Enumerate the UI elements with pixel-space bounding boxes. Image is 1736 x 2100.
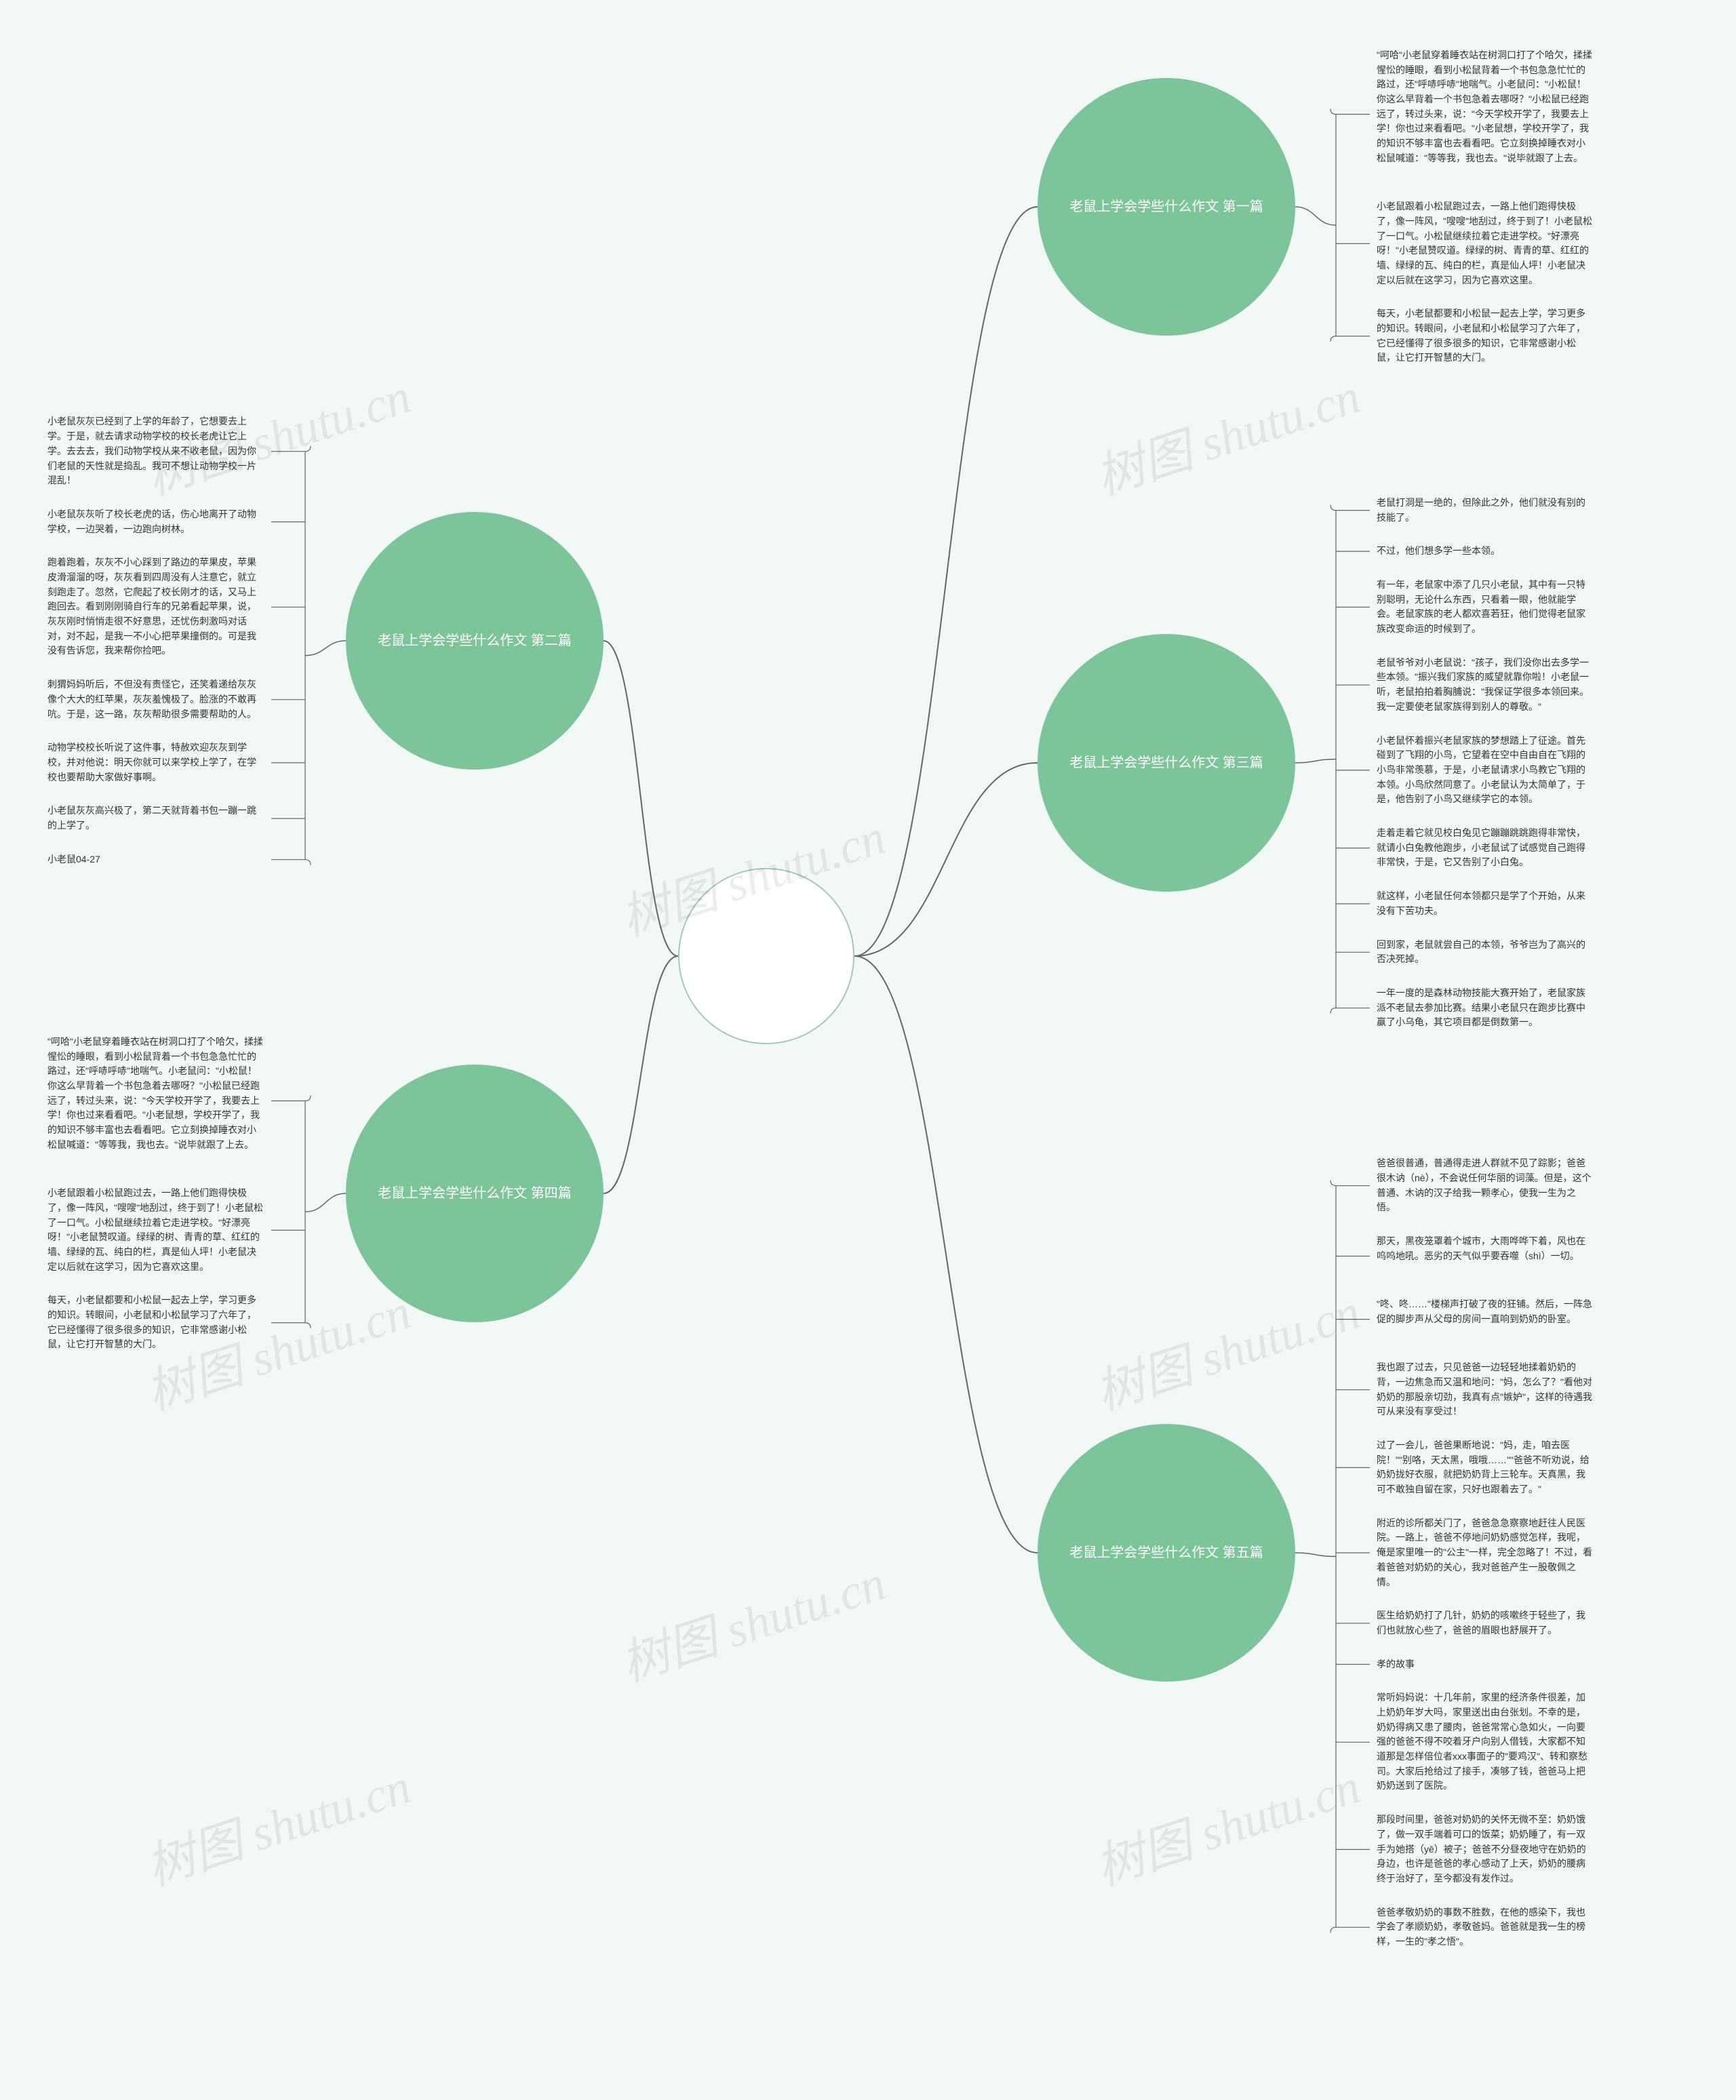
leaf-text: 小老鼠跟着小松鼠跑过去，一路上他们跑得快极了，像一阵风，"嗖嗖"地刮过，终于到了… bbox=[47, 1186, 264, 1274]
leaf-text: 不过，他们想多学一些本领。 bbox=[1377, 544, 1594, 559]
leaf-text: 老鼠打洞是一绝的，但除此之外，他们就没有别的技能了。 bbox=[1377, 496, 1594, 525]
leaf-text: 小老鼠怀着振兴老鼠家族的梦想踏上了征途。首先碰到了飞翔的小鸟，它望着在空中自由自… bbox=[1377, 734, 1594, 807]
leaf-text: 每天，小老鼠都要和小松鼠一起去上学，学习更多的知识。转眼间，小老鼠和小松鼠学习了… bbox=[47, 1293, 264, 1352]
leaf-text: 回到家，老鼠就尝自己的本领，爷爷岂为了高兴的否决死掉。 bbox=[1377, 938, 1594, 967]
leaf-text: "呵哈"小老鼠穿着睡衣站在树洞口打了个哈欠，揉揉惺忪的睡眼，看到小松鼠背着一个书… bbox=[47, 1035, 264, 1153]
leaf-text: 每天，小老鼠都要和小松鼠一起去上学，学习更多的知识。转眼间，小老鼠和小松鼠学习了… bbox=[1377, 306, 1594, 365]
leaf-text: 跑着跑着，灰灰不小心踩到了路边的苹果皮，苹果皮滑溜溜的呀，灰灰看到四周没有人注意… bbox=[47, 555, 264, 658]
leaf-text: 我也跟了过去，只见爸爸一边轻轻地揉着奶奶的背，一边焦急而又温和地问："妈，怎么了… bbox=[1377, 1360, 1594, 1419]
leaf-text: 小老鼠04-27 bbox=[47, 852, 264, 867]
branch-label: 老鼠上学会学些什么作文 第五篇 bbox=[1069, 1543, 1263, 1562]
branch-node: 老鼠上学会学些什么作文 第二篇 bbox=[346, 512, 604, 770]
leaf-text: 有一年，老鼠家中添了几只小老鼠，其中有一只特别聪明，无论什么东西，只看着一眼，他… bbox=[1377, 578, 1594, 637]
leaf-text: "咚、咚……"楼梯声打破了夜的狂铺。然后，一阵急促的脚步声从父母的房间一直响到奶… bbox=[1377, 1297, 1594, 1326]
watermark: 树图 shutu.cn bbox=[1085, 1746, 1368, 1899]
leaf-text: 就这样，小老鼠任何本领都只是学了个开始，从来没有下苦功夫。 bbox=[1377, 889, 1594, 918]
branch-label: 老鼠上学会学些什么作文 第一篇 bbox=[1069, 197, 1263, 216]
branch-node: 老鼠上学会学些什么作文 第五篇 bbox=[1038, 1424, 1295, 1682]
leaf-text: 常听妈妈说：十几年前，家里的经济条件很差，加上奶奶年岁大吗，家里送出由台张划。不… bbox=[1377, 1690, 1594, 1794]
branch-label: 老鼠上学会学些什么作文 第三篇 bbox=[1069, 753, 1263, 772]
leaf-text: 那天，黑夜笼罩着个城市，大雨哗哗下着，风也在呜呜地吼。恶劣的天气似乎要吞噬（sh… bbox=[1377, 1234, 1594, 1263]
leaf-text: 动物学校校长听说了这件事，特赦欢迎灰灰到学校，并对他说：明天你就可以来学校上学了… bbox=[47, 740, 264, 785]
watermark: 树图 shutu.cn bbox=[136, 1746, 418, 1899]
leaf-text: 走着走着它就见校白兔见它蹦蹦跳跳跑得非常快，就请小白兔教他跑步，小老鼠试了试感觉… bbox=[1377, 826, 1594, 870]
branch-label: 老鼠上学会学些什么作文 第二篇 bbox=[378, 631, 572, 650]
leaf-text: 刺猬妈妈听后，不但没有责怪它，还笑着递给灰灰像个大大的红苹果，灰灰羞愧极了。脸涨… bbox=[47, 677, 264, 721]
leaf-text: 那段时间里，爸爸对奶奶的关怀无微不至：奶奶饿了，做一双手端着可口的饭菜；奶奶睡了… bbox=[1377, 1812, 1594, 1886]
leaf-text: 小老鼠灰灰高兴极了，第二天就背着书包一蹦一跳的上学了。 bbox=[47, 804, 264, 833]
leaf-text: 小老鼠灰灰已经到了上学的年龄了，它想要去上学。于是，就去请求动物学校的校长老虎让… bbox=[47, 414, 264, 488]
leaf-text: 一年一度的是森林动物技能大赛开始了，老鼠家族派不老鼠去参加比赛。结果小老鼠只在跑… bbox=[1377, 986, 1594, 1030]
branch-node: 老鼠上学会学些什么作文 第一篇 bbox=[1038, 78, 1295, 336]
branch-label: 老鼠上学会学些什么作文 第四篇 bbox=[378, 1184, 572, 1203]
leaf-text: 爸爸孝敬奶奶的事数不胜数，在他的感染下，我也学会了孝顺奶奶，孝敬爸妈。爸爸就是我… bbox=[1377, 1905, 1594, 1949]
leaf-text: 附近的诊所都关门了，爸爸急急察察地赶往人民医院。一路上，爸爸不停地问奶奶感觉怎样… bbox=[1377, 1516, 1594, 1589]
leaf-text: 孝的故事 bbox=[1377, 1657, 1594, 1672]
watermark: 树图 shutu.cn bbox=[610, 1543, 893, 1695]
center-node bbox=[678, 868, 854, 1044]
leaf-text: 小老鼠灰灰听了校长老虎的话，伤心地离开了动物学校，一边哭着，一边跑向树林。 bbox=[47, 507, 264, 536]
leaf-text: 爸爸很普通，普通得走进人群就不见了踪影；爸爸很木讷（nè），不会说任何华丽的词藻… bbox=[1377, 1156, 1594, 1215]
leaf-text: "呵哈"小老鼠穿着睡衣站在树洞口打了个哈欠，揉揉惺忪的睡眼，看到小松鼠背着一个书… bbox=[1377, 48, 1594, 166]
watermark: 树图 shutu.cn bbox=[1085, 356, 1368, 509]
leaf-text: 医生给奶奶打了几针，奶奶的咳嗽终于轻些了，我们也就放心些了，爸爸的眉眼也舒展开了… bbox=[1377, 1608, 1594, 1638]
branch-node: 老鼠上学会学些什么作文 第三篇 bbox=[1038, 634, 1295, 892]
watermark: 树图 shutu.cn bbox=[1085, 1271, 1368, 1424]
leaf-text: 老鼠爷爷对小老鼠说："孩子，我们没你出去多学一些本领。"振兴我们家族的威望就靠你… bbox=[1377, 656, 1594, 715]
leaf-text: 过了一会儿，爸爸果断地说："妈，走，咱去医院！""别咯，天太黑，哦哦……""爸爸… bbox=[1377, 1438, 1594, 1497]
branch-node: 老鼠上学会学些什么作文 第四篇 bbox=[346, 1065, 604, 1322]
leaf-text: 小老鼠跟着小松鼠跑过去，一路上他们跑得快极了，像一阵风，"嗖嗖"地刮过，终于到了… bbox=[1377, 199, 1594, 288]
